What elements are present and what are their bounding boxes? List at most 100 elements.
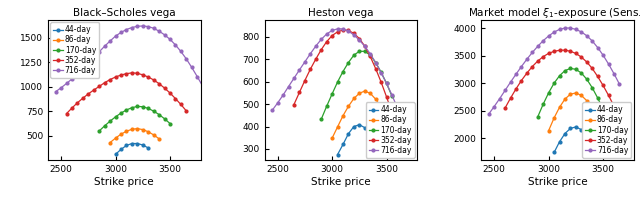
716-day	[188, 66, 196, 69]
44-day	[339, 143, 347, 146]
352-day	[366, 55, 374, 58]
352-day	[139, 74, 147, 76]
352-day	[377, 81, 385, 83]
716-day	[556, 28, 563, 31]
716-day	[388, 94, 396, 96]
X-axis label: Strike price: Strike price	[311, 177, 371, 187]
716-day	[599, 54, 607, 56]
352-day	[68, 107, 76, 109]
352-day	[372, 67, 380, 70]
170-day	[355, 50, 363, 53]
352-day	[355, 37, 363, 40]
716-day	[68, 78, 76, 80]
352-day	[307, 68, 314, 70]
44-day	[556, 140, 563, 143]
86-day	[333, 126, 341, 128]
86-day	[372, 98, 380, 100]
352-day	[106, 78, 114, 81]
716-day	[485, 113, 493, 115]
86-day	[344, 105, 352, 107]
44-day	[350, 125, 358, 128]
170-day	[577, 72, 585, 74]
716-day	[383, 82, 390, 85]
170-day	[150, 110, 157, 112]
716-day	[550, 31, 558, 33]
Legend: 44-day, 86-day, 170-day, 352-day, 716-day: 44-day, 86-day, 170-day, 352-day, 716-da…	[582, 102, 631, 158]
716-day	[610, 72, 618, 75]
44-day	[550, 151, 558, 154]
352-day	[566, 50, 574, 53]
44-day	[566, 127, 574, 130]
44-day	[134, 142, 141, 145]
352-day	[583, 61, 591, 63]
86-day	[128, 128, 136, 131]
716-day	[529, 51, 536, 54]
716-day	[101, 45, 109, 47]
716-day	[199, 85, 207, 87]
352-day	[166, 92, 174, 94]
352-day	[79, 97, 86, 99]
86-day	[594, 116, 602, 119]
716-day	[285, 85, 292, 88]
352-day	[101, 82, 109, 84]
352-day	[344, 29, 352, 32]
170-day	[323, 105, 330, 107]
352-day	[333, 31, 341, 33]
716-day	[594, 46, 602, 49]
716-day	[112, 35, 120, 37]
170-day	[156, 113, 163, 116]
716-day	[74, 73, 81, 75]
86-day	[156, 138, 163, 140]
352-day	[84, 93, 92, 95]
352-day	[616, 117, 623, 119]
170-day	[583, 78, 591, 80]
716-day	[84, 62, 92, 64]
86-day	[366, 92, 374, 95]
Line: 170-day: 170-day	[98, 105, 172, 132]
716-day	[534, 45, 541, 48]
Line: 86-day: 86-day	[331, 90, 388, 139]
716-day	[279, 94, 287, 96]
352-day	[383, 96, 390, 98]
716-day	[290, 77, 298, 79]
716-day	[577, 31, 585, 33]
86-day	[583, 100, 591, 102]
170-day	[339, 70, 347, 73]
352-day	[588, 67, 596, 70]
170-day	[377, 71, 385, 73]
716-day	[134, 25, 141, 27]
44-day	[355, 124, 363, 126]
Line: 44-day: 44-day	[553, 126, 593, 154]
170-day	[550, 82, 558, 84]
716-day	[106, 40, 114, 42]
716-day	[366, 53, 374, 55]
716-day	[95, 51, 103, 53]
716-day	[540, 40, 547, 42]
716-day	[296, 69, 303, 71]
716-day	[317, 38, 325, 41]
86-day	[572, 92, 580, 94]
716-day	[57, 87, 65, 89]
716-day	[490, 105, 498, 108]
352-day	[545, 52, 552, 55]
170-day	[333, 81, 341, 83]
352-day	[540, 56, 547, 58]
716-day	[307, 53, 314, 55]
716-day	[79, 68, 86, 70]
Line: 716-day: 716-day	[54, 25, 204, 93]
352-day	[156, 82, 163, 85]
716-day	[572, 28, 580, 31]
716-day	[166, 38, 174, 41]
44-day	[372, 141, 380, 143]
44-day	[588, 145, 596, 147]
44-day	[361, 126, 369, 129]
170-day	[350, 54, 358, 56]
716-day	[139, 25, 147, 27]
716-day	[150, 27, 157, 29]
352-day	[572, 52, 580, 55]
352-day	[507, 97, 515, 99]
716-day	[512, 73, 520, 75]
170-day	[540, 103, 547, 105]
352-day	[561, 49, 569, 51]
170-day	[383, 82, 390, 85]
